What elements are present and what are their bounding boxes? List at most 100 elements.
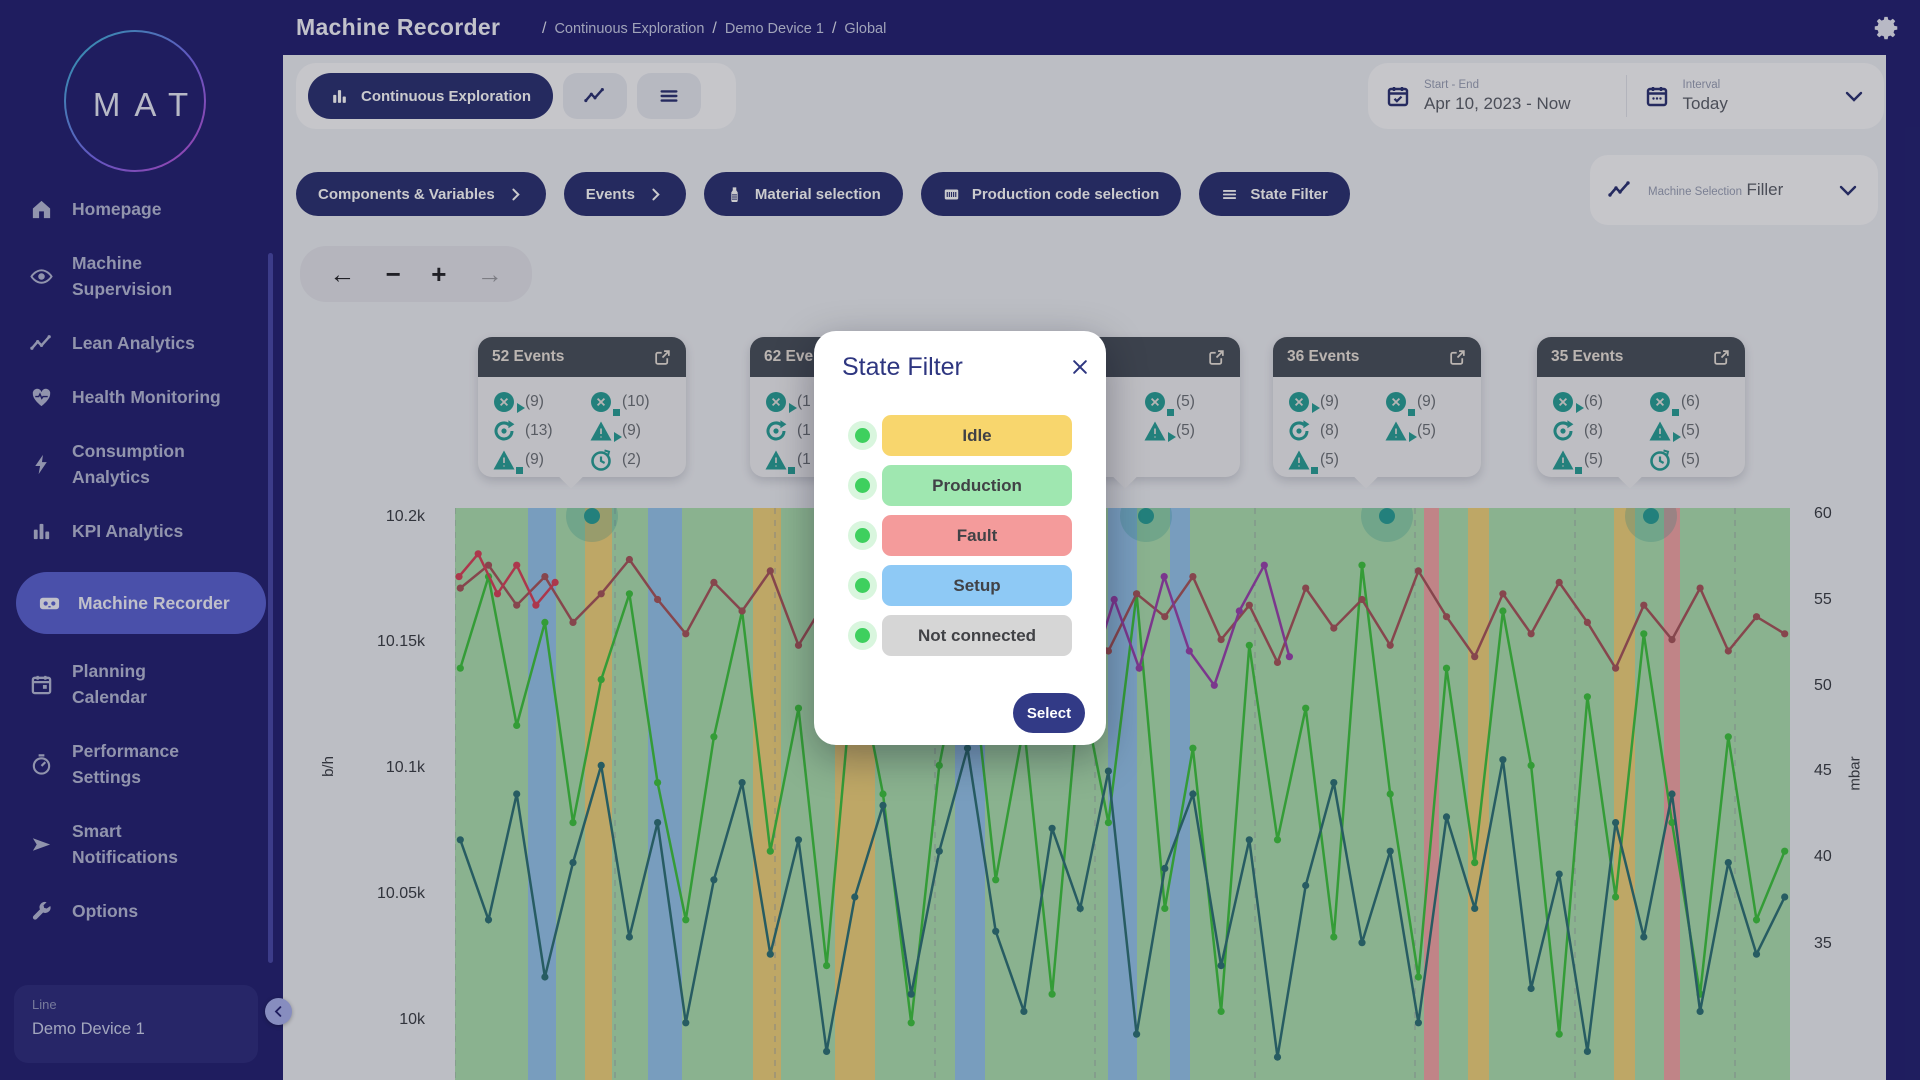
nav-zoom-out-button[interactable]: − (385, 259, 401, 289)
filter-button-components-variables[interactable]: Components & Variables (296, 172, 546, 216)
event-card-title: 36 Events (1287, 348, 1360, 365)
event-count: (1 (797, 450, 811, 468)
breadcrumb-item[interactable]: Global (844, 21, 887, 37)
nav-forward-button: → (476, 259, 503, 289)
filter-button-events[interactable]: Events (563, 172, 686, 216)
sidebar-collapse-button[interactable] (265, 998, 292, 1025)
event-card-column: (6) (5) (5) (1648, 387, 1745, 477)
event-count-item: (9) (1384, 387, 1481, 416)
sidebar-item-planning-calendar[interactable]: Planning Calendar (0, 658, 283, 710)
external-link-icon[interactable] (653, 348, 672, 367)
sidebar-item-lean-analytics[interactable]: Lean Analytics (0, 330, 283, 356)
state-option-production: Production (814, 465, 1106, 506)
trend-view-button[interactable] (563, 73, 627, 119)
close-icon[interactable] (1070, 357, 1090, 377)
machine-selection-select[interactable]: Machine Selection Filler (1590, 155, 1878, 225)
y-axis-right-tick: 55 (1814, 591, 1832, 608)
event-card-column: (9) (8) (5) (1287, 387, 1384, 477)
event-card-title: 35 Events (1551, 348, 1624, 365)
interval-select[interactable]: Interval Today (1627, 79, 1885, 114)
state-option-radio[interactable] (848, 471, 877, 500)
sidebar-item-kpi-analytics[interactable]: KPI Analytics (0, 518, 283, 544)
y-axis-right-tick: 35 (1814, 935, 1832, 952)
filter-button-label: Events (585, 185, 635, 203)
sidebar-item-label: Planning Calendar (72, 661, 147, 707)
filter-button-state-filter[interactable]: State Filter (1199, 172, 1350, 216)
square-badge (1672, 408, 1679, 416)
sidebar-item-machine-supervision[interactable]: Machine Supervision (0, 250, 283, 302)
sidebar-item-performance-settings[interactable]: Performance Settings (0, 738, 283, 790)
filter-button-label: Production code selection (971, 185, 1160, 203)
chart-navigation-toolbar: ← − + → (300, 246, 532, 302)
state-option-radio[interactable] (848, 621, 877, 650)
external-link-icon[interactable] (1448, 348, 1467, 367)
state-option-pill[interactable]: Not connected (882, 615, 1072, 656)
event-count: (8) (1584, 421, 1603, 439)
event-card-column: (10) (9) (2) (589, 387, 686, 477)
event-count-item: (6) (1551, 387, 1648, 416)
sidebar-item-health-monitoring[interactable]: Health Monitoring (0, 384, 283, 410)
sidebar-item-machine-recorder[interactable]: Machine Recorder (16, 572, 266, 634)
modal-title: State Filter (842, 353, 963, 381)
sidebar: MAT Homepage Machine Supervision Lean Analy… (0, 0, 283, 1080)
sidebar-item-homepage[interactable]: Homepage (0, 196, 283, 222)
sidebar-item-consumption-analytics[interactable]: Consumption Analytics (0, 438, 283, 490)
nav-back-button[interactable]: ← (329, 259, 356, 289)
line-device-selector[interactable]: Line Demo Device 1 (14, 985, 258, 1063)
event-card-header: 52 Events (478, 337, 686, 377)
state-option-pill[interactable]: Idle (882, 415, 1072, 456)
select-button[interactable]: Select (1013, 693, 1085, 733)
sidebar-item-options[interactable]: Options (0, 898, 283, 924)
menu-icon (1221, 186, 1238, 203)
continuous-exploration-button[interactable]: Continuous Exploration (308, 73, 553, 119)
sidebar-item-smart-notifications[interactable]: Smart Notifications (0, 818, 283, 870)
state-option-radio[interactable] (848, 521, 877, 550)
triangle-badge (789, 402, 797, 413)
brand-logo (64, 30, 206, 172)
triangle-icon (1551, 448, 1582, 474)
triangle-badge (1576, 402, 1584, 413)
wrench-icon (30, 900, 53, 923)
timeline-chart (455, 508, 1790, 1080)
state-option-radio[interactable] (848, 421, 877, 450)
breadcrumb-item[interactable]: Demo Device 1 (724, 21, 824, 37)
date-range-picker[interactable]: Start - End Apr 10, 2023 - Now (1368, 79, 1626, 114)
event-count-item: (10) (589, 387, 686, 416)
triangle-badge (1168, 431, 1176, 442)
square-badge (1311, 466, 1318, 474)
event-count: (13) (525, 421, 553, 439)
machine-selection-label: Machine Selection (1648, 186, 1742, 198)
external-link-icon[interactable] (1712, 348, 1731, 367)
y-axis-left-tick: 10.15k (376, 633, 425, 650)
settings-gear-icon[interactable] (1874, 15, 1900, 41)
filter-button-production-code-selection[interactable]: Production code selection (920, 172, 1182, 216)
refresh-icon (764, 419, 788, 443)
breadcrumb-item[interactable]: Continuous Exploration (554, 21, 705, 37)
nav-zoom-in-button[interactable]: + (431, 259, 447, 289)
event-count-item: (2) (589, 445, 686, 474)
event-count: (9) (1320, 392, 1339, 410)
filter-button-material-selection[interactable]: Material selection (703, 172, 903, 216)
y-axis-left-tick: 10k (399, 1011, 425, 1028)
state-option-radio[interactable] (848, 571, 877, 600)
circle-x-icon (1648, 390, 1679, 416)
event-count: (1 (797, 421, 811, 439)
event-card-column: (6) (8) (5) (1551, 387, 1648, 477)
event-card-body: (1 (1 (1 (750, 377, 958, 477)
external-link-icon[interactable] (1207, 348, 1226, 367)
state-option-pill[interactable]: Setup (882, 565, 1072, 606)
sidebar-item-label: Machine Recorder (78, 593, 230, 613)
filter-button-row: Components & Variables Events Material sel… (296, 172, 1350, 216)
state-option-pill[interactable]: Fault (882, 515, 1072, 556)
breadcrumb-separator: / (831, 20, 837, 37)
filter-button-label: Components & Variables (318, 185, 495, 203)
list-view-button[interactable] (637, 73, 701, 119)
state-option-pill[interactable]: Production (882, 465, 1072, 506)
square-badge (788, 466, 795, 474)
trend-icon (30, 332, 53, 355)
y-axis-left-tick: 10.2k (385, 508, 425, 525)
event-card: 36 Events (9) (8) (5) (9) (5) (1273, 337, 1481, 489)
sidebar-scrollbar[interactable] (268, 253, 273, 963)
event-count-item: (5) (1551, 445, 1648, 474)
line-label: Line (32, 997, 57, 1012)
